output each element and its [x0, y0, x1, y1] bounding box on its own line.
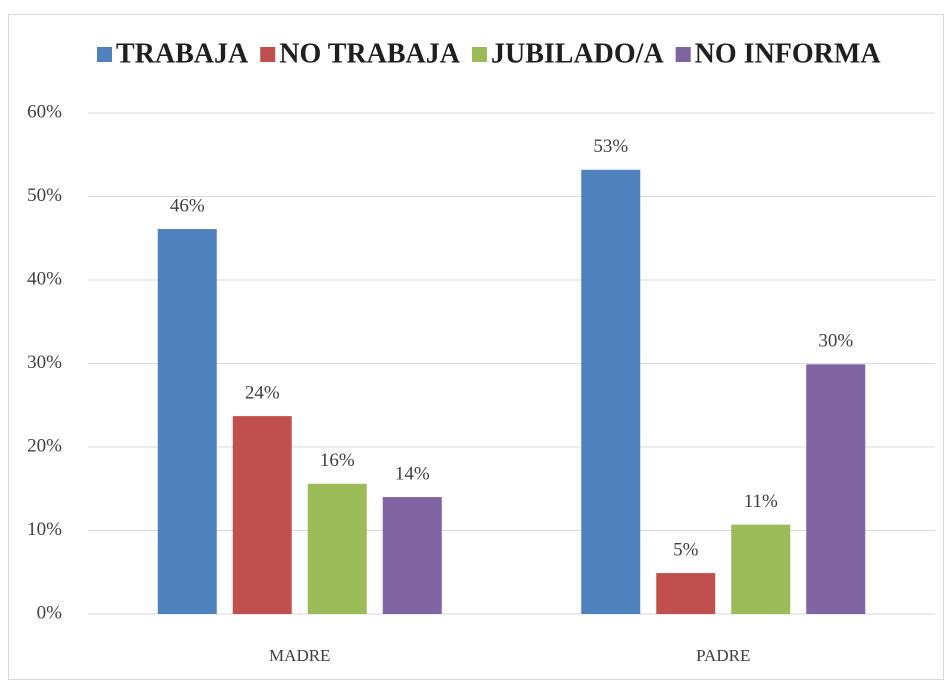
x-tick-label: MADRE: [269, 646, 330, 665]
y-tick-label: 60%: [27, 101, 62, 122]
bar: [307, 483, 367, 614]
y-tick-label: 0%: [37, 602, 63, 623]
data-label: 16%: [320, 450, 355, 471]
x-tick-label: PADRE: [696, 646, 750, 665]
chart-border: [8, 14, 944, 680]
bar: [806, 364, 866, 614]
legend-swatch: [97, 47, 112, 62]
data-label: 5%: [673, 539, 699, 560]
y-tick-label: 20%: [27, 435, 62, 456]
legend-label: NO INFORMA: [695, 38, 882, 69]
bar: [157, 229, 217, 614]
legend-label: JUBILADO/A: [491, 38, 664, 69]
data-label: 14%: [395, 463, 430, 484]
bar: [731, 524, 791, 614]
bar: [581, 169, 641, 614]
legend-swatch: [675, 47, 691, 62]
legend-swatch: [471, 47, 487, 62]
bar: [232, 416, 292, 614]
y-tick-label: 10%: [27, 519, 62, 540]
y-tick-label: 50%: [27, 185, 62, 206]
legend-label: TRABAJA: [116, 38, 249, 69]
data-label: 24%: [245, 382, 280, 403]
bar: [656, 573, 716, 614]
data-label: 11%: [744, 491, 778, 512]
data-label: 30%: [818, 331, 853, 352]
data-label: 53%: [593, 136, 628, 157]
legend-swatch: [260, 47, 276, 62]
bar: [382, 497, 442, 614]
data-label: 46%: [170, 195, 205, 216]
y-tick-label: 30%: [27, 352, 62, 373]
y-tick-label: 40%: [27, 268, 62, 289]
legend-label: NO TRABAJA: [279, 38, 461, 69]
